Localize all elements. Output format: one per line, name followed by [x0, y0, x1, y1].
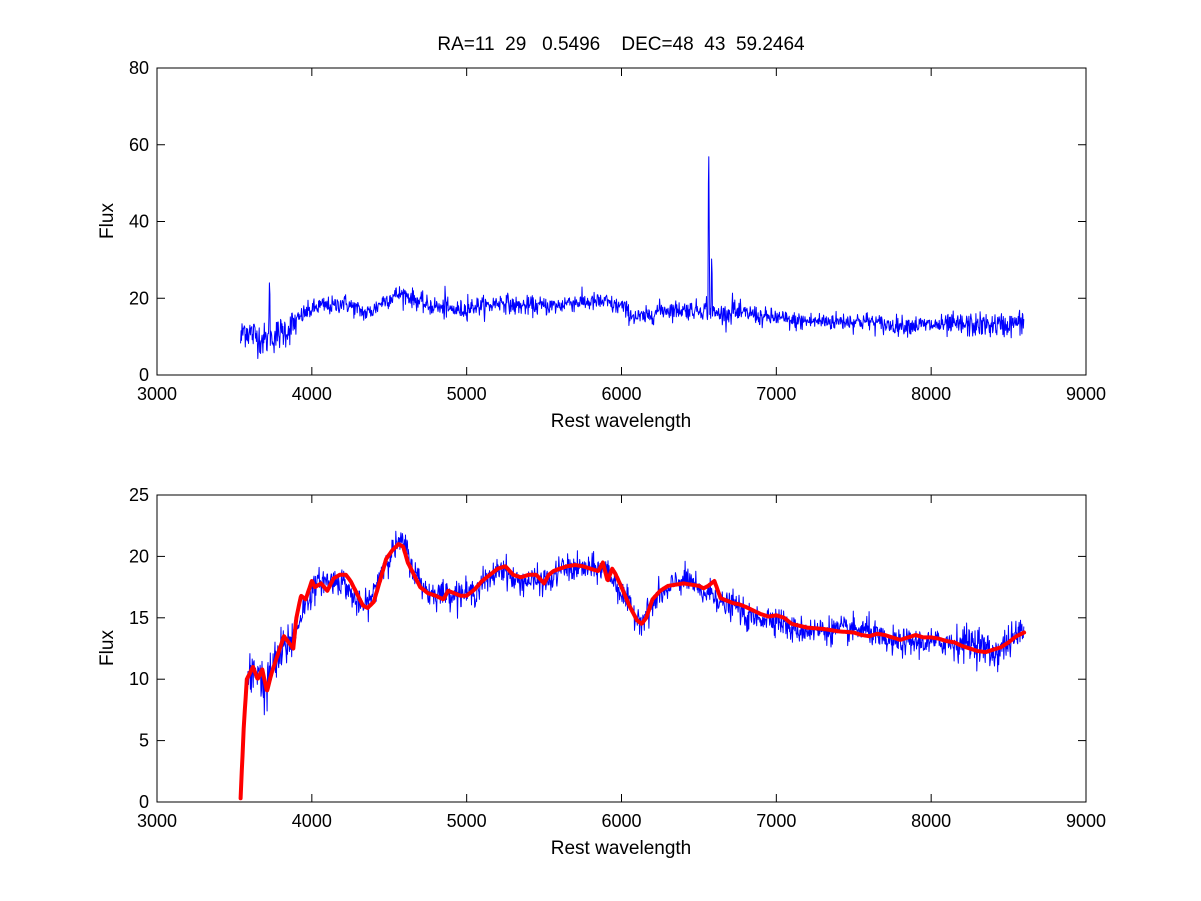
- top-panel-xtick-label: 7000: [756, 384, 796, 404]
- bottom-panel-xtick-label: 3000: [137, 811, 177, 831]
- top-panel-series-group: [240, 156, 1025, 359]
- top-panel-xtick-label: 6000: [601, 384, 641, 404]
- bottom-panel: 3000 4000 5000 6000 7000 8000 9000 0 5 10 15 20 25 R…: [97, 485, 1106, 859]
- bottom-panel-xtick-label: 7000: [756, 811, 796, 831]
- top-panel-ytick-label: 20: [129, 288, 149, 308]
- bottom-panel-ytick-label: 10: [129, 669, 149, 689]
- top-panel-ticks: 3000 4000 5000 6000 7000 8000 9000 0 20 40 60 80: [129, 58, 1106, 404]
- bottom-panel-xtick-label: 5000: [447, 811, 487, 831]
- bottom-panel-xtick-label: 6000: [601, 811, 641, 831]
- bottom-panel-series-group: [238, 530, 1027, 801]
- bottom-panel-ytick-label: 25: [129, 485, 149, 505]
- top-panel-xtick-label: 3000: [137, 384, 177, 404]
- bottom-panel-series-line-2: [238, 542, 1027, 801]
- top-panel-ytick-label: 40: [129, 212, 149, 232]
- top-panel-ylabel: Flux: [97, 203, 118, 239]
- top-panel: 3000 4000 5000 6000 7000 8000 9000 0 20 40 60 80 Re…: [97, 58, 1106, 432]
- bottom-panel-ticks: 3000 4000 5000 6000 7000 8000 9000 0 5 10 15 20 25: [129, 485, 1106, 831]
- top-panel-xlabel: Rest wavelength: [551, 411, 691, 432]
- top-panel-ytick-label: 60: [129, 135, 149, 155]
- top-panel-xtick-label: 9000: [1066, 384, 1106, 404]
- bottom-panel-ytick-label: 20: [129, 546, 149, 566]
- top-panel-xtick-label: 5000: [447, 384, 487, 404]
- bottom-panel-xtick-label: 8000: [911, 811, 951, 831]
- bottom-panel-xtick-label: 4000: [292, 811, 332, 831]
- chart-title: RA=11 29 0.5496 DEC=48 43 59.2464: [437, 34, 805, 55]
- bottom-panel-xtick-label: 9000: [1066, 811, 1106, 831]
- top-panel-ytick-label: 0: [139, 365, 149, 385]
- top-panel-xtick-label: 4000: [292, 384, 332, 404]
- top-panel-ytick-label: 80: [129, 58, 149, 78]
- bottom-panel-ytick-label: 5: [139, 731, 149, 751]
- bottom-panel-ytick-label: 15: [129, 608, 149, 628]
- bottom-panel-xlabel: Rest wavelength: [551, 838, 691, 859]
- bottom-panel-ytick-label: 0: [139, 792, 149, 812]
- bottom-panel-ylabel: Flux: [97, 630, 118, 666]
- top-panel-series-line-1: [240, 156, 1025, 359]
- top-panel-xtick-label: 8000: [911, 384, 951, 404]
